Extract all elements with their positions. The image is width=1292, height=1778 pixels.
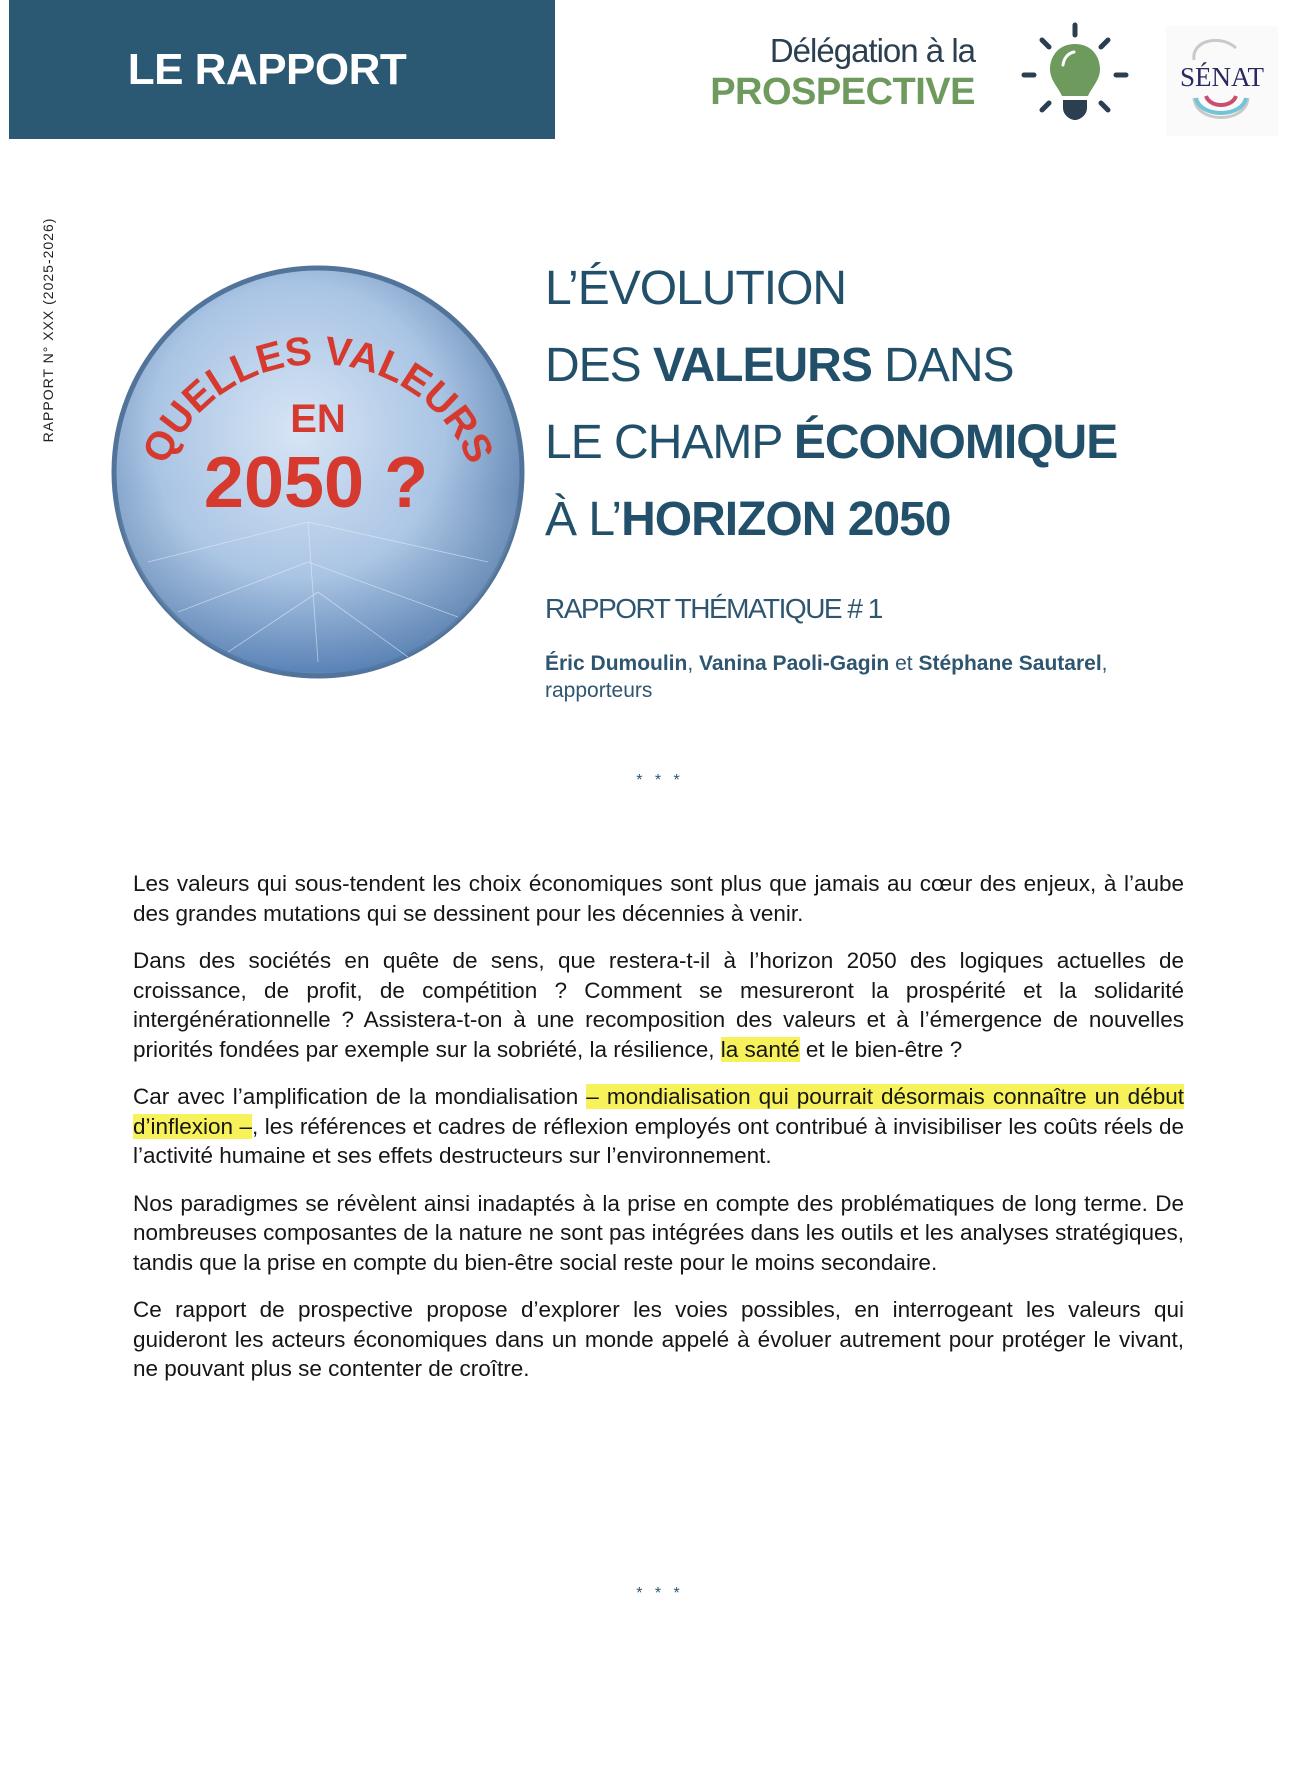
delegation-line1: Délégation à la bbox=[769, 32, 976, 69]
authors-role: rapporteurs bbox=[545, 679, 653, 702]
title-line4: À L’HORIZON 2050 bbox=[545, 493, 952, 546]
senat-logo-text: SÉNAT bbox=[1180, 62, 1265, 92]
crystal-ball-illustration: QUELLES VALEURS EN 2050 ? bbox=[111, 265, 525, 679]
lightbulb-icon bbox=[1021, 22, 1129, 120]
separator-top: * * * bbox=[636, 772, 684, 789]
delegation-line2: PROSPECTIVE bbox=[710, 71, 975, 113]
delegation-logo: Délégation à la PROSPECTIVE bbox=[710, 32, 976, 113]
report-number: RAPPORT N° XXX (2025-2026) bbox=[40, 217, 56, 443]
author-3: Stéphane Sautarel bbox=[918, 652, 1102, 675]
paragraph-5: Ce rapport de prospective propose d’expl… bbox=[133, 1297, 1184, 1381]
highlight-sante: la santé bbox=[720, 1036, 800, 1062]
authors: Éric Dumoulin, Vanina Paoli-Gagin et Sté… bbox=[545, 652, 1108, 702]
paragraph-4: Nos paradigmes se révèlent ainsi inadapt… bbox=[133, 1190, 1184, 1275]
body-text: Les valeurs qui sous-tendent les choix é… bbox=[133, 869, 1184, 1402]
paragraph-2: Dans des sociétés en quête de sens, que … bbox=[133, 948, 1184, 1062]
paragraph-1: Les valeurs qui sous-tendent les choix é… bbox=[133, 871, 1184, 926]
header-band: LE RAPPORT bbox=[9, 0, 555, 139]
report-label: LE RAPPORT bbox=[127, 44, 407, 94]
author-2: Vanina Paoli-Gagin bbox=[699, 652, 890, 675]
title-line3: LE CHAMP ÉCONOMIQUE bbox=[545, 416, 1118, 469]
sphere-line2: EN bbox=[290, 397, 346, 441]
author-1: Éric Dumoulin bbox=[545, 652, 688, 675]
sphere-line3: 2050 ? bbox=[204, 443, 428, 523]
report-subtitle: RAPPORT THÉMATIQUE # 1 bbox=[545, 593, 883, 624]
senat-logo: SÉNAT bbox=[1166, 26, 1278, 136]
title-line1: L’ÉVOLUTION bbox=[545, 262, 847, 315]
page-title: L’ÉVOLUTION DES VALEURS DANS LE CHAMP ÉC… bbox=[545, 250, 1118, 558]
separator-bottom: * * * bbox=[636, 1585, 684, 1602]
title-line2: DES VALEURS DANS bbox=[545, 339, 1015, 392]
paragraph-3: Car avec l’amplification de la mondialis… bbox=[133, 1084, 1184, 1168]
